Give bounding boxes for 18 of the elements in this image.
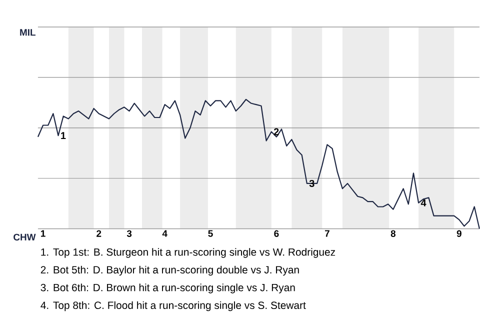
x-tick-label: 1 bbox=[41, 230, 46, 237]
text: 2. Bot 5th: D. Baylor hit a run-scoring double vs J. Ryan bbox=[40, 266, 299, 276]
annotation: 2 bbox=[274, 128, 279, 136]
x-tick-label: 9 bbox=[456, 230, 462, 238]
x-tick-label: 5 bbox=[208, 230, 213, 238]
text: MIL bbox=[20, 29, 36, 36]
text: 4. Top 8th: C. Flood hit a run-scoring single vs S. Stewart bbox=[40, 302, 306, 312]
x-tick-label: 7 bbox=[324, 230, 330, 237]
x-tick-label: 6 bbox=[274, 230, 279, 238]
text: CHW bbox=[14, 234, 36, 241]
x-tick-label: 3 bbox=[126, 230, 132, 238]
annotation: 4 bbox=[420, 200, 426, 206]
text: 1. Top 1st: B. Sturgeon hit a run-scoring single vs W. Rodriguez bbox=[41, 248, 336, 258]
text: 3. Bot 6th: D. Brown hit a run-scoring single vs J. Ryan bbox=[40, 284, 295, 294]
x-tick-label: 8 bbox=[390, 230, 396, 238]
x-tick-label: 4 bbox=[162, 230, 168, 237]
annotation: 1 bbox=[61, 132, 66, 140]
x-tick-label: 2 bbox=[96, 230, 102, 238]
